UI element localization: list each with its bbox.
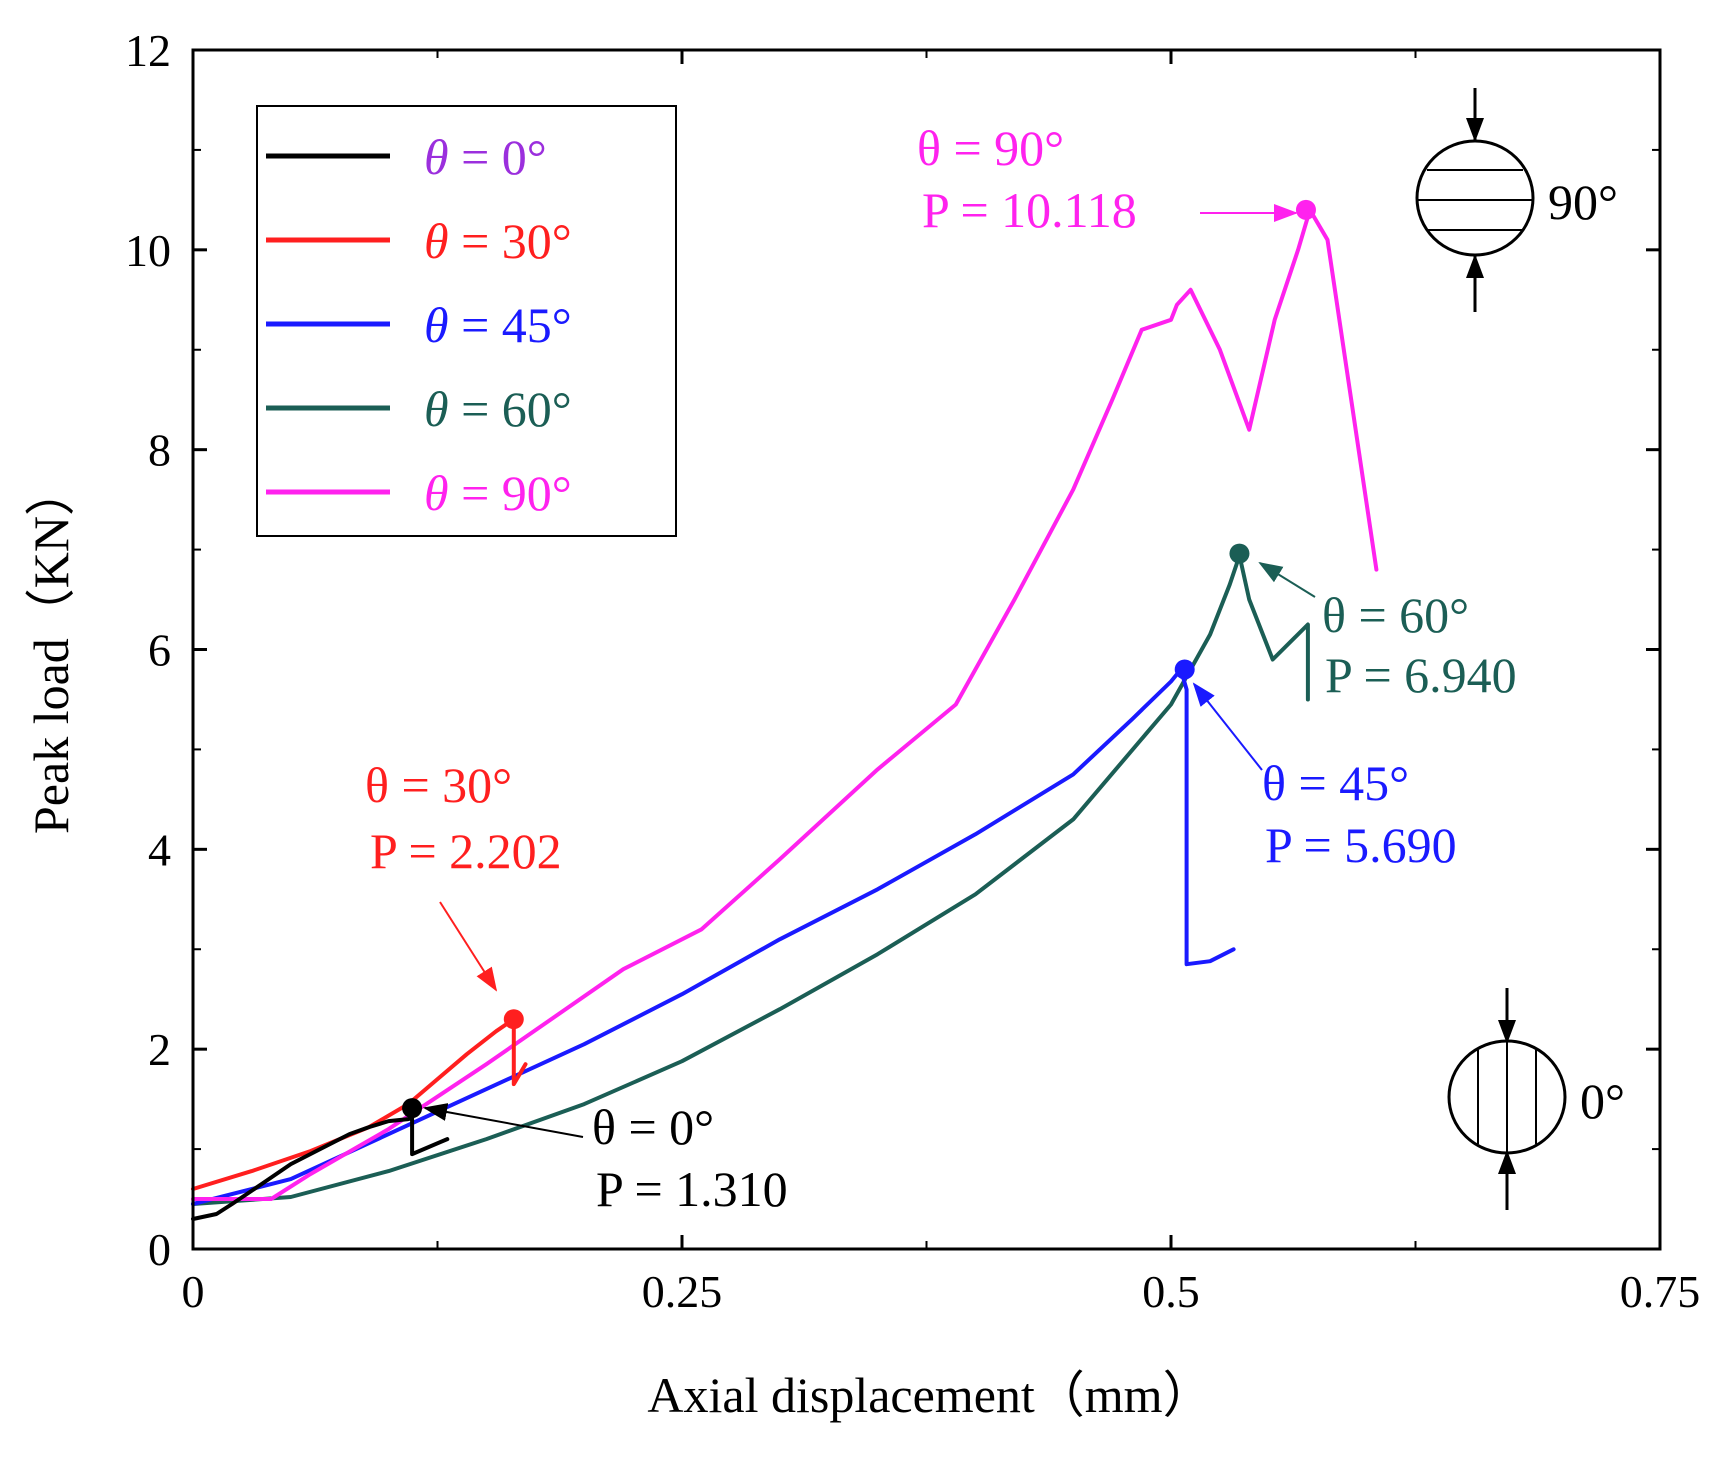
y-tick-label: 12 — [125, 25, 171, 76]
legend-label-4: θ = 90° — [424, 465, 572, 521]
legend-label-1: θ = 30° — [424, 213, 572, 269]
peak-marker-3 — [1229, 543, 1250, 564]
annotation-0: θ = 0° P = 1.310 — [423, 1099, 788, 1217]
legend-box — [256, 105, 677, 537]
y-tick-label: 4 — [148, 824, 171, 875]
legend-label-2: θ = 45° — [424, 297, 572, 353]
series-layer — [191, 199, 1379, 1221]
annotation-90-theta: θ = 90° — [917, 120, 1064, 176]
annotation-0-arrow — [423, 1103, 584, 1138]
annotation-30-theta: θ = 30° — [365, 757, 512, 813]
specimen-90-disc — [1415, 139, 1535, 257]
legend-label-0: θ = 0° — [424, 129, 547, 185]
series-line-3 — [191, 553, 1310, 1206]
specimen-90: 90° — [1415, 88, 1618, 312]
peak-marker-4 — [1295, 199, 1316, 220]
annotation-60-arrow — [1258, 561, 1316, 598]
x-tick-label: 0.5 — [1142, 1266, 1200, 1317]
annotation-45-theta: θ = 45° — [1262, 755, 1409, 811]
annotation-30-arrow — [439, 901, 498, 992]
annotation-30-value: P = 2.202 — [370, 823, 562, 879]
specimen-90-label: 90° — [1548, 174, 1618, 230]
y-tick-label: 8 — [148, 425, 171, 476]
y-tick-label: 6 — [148, 625, 171, 676]
tick-layer: 0 0.25 0.5 0.75 0 2 4 6 8 10 12 — [125, 25, 1700, 1317]
annotation-45-arrow — [1192, 682, 1263, 771]
y-tick-label: 10 — [125, 225, 171, 276]
peak-marker-0 — [402, 1098, 423, 1119]
specimen-0-label: 0° — [1580, 1073, 1625, 1129]
annotation-0-theta: θ = 0° — [592, 1099, 714, 1155]
peak-marker-1 — [503, 1009, 524, 1030]
annotation-60: θ = 60° P = 6.940 — [1258, 561, 1517, 703]
x-tick-label: 0.75 — [1620, 1266, 1701, 1317]
legend: θ = 0° θ = 30° θ = 45° θ = 60° θ = 90° — [256, 105, 677, 537]
y-tick-label: 2 — [148, 1024, 171, 1075]
series-line-2 — [191, 667, 1236, 1206]
annotation-90: θ = 90° P = 10.118 — [917, 120, 1298, 238]
annotation-90-value: P = 10.118 — [922, 182, 1137, 238]
annotation-0-value: P = 1.310 — [596, 1161, 788, 1217]
series-line-4 — [191, 207, 1379, 1201]
annotation-30: θ = 30° P = 2.202 — [365, 757, 562, 992]
x-axis-title: Axial displacement（mm） — [647, 1367, 1212, 1423]
y-tick-label: 0 — [148, 1224, 171, 1275]
series-line-1 — [191, 1017, 528, 1191]
annotation-60-theta: θ = 60° — [1322, 587, 1469, 643]
annotation-45: θ = 45° P = 5.690 — [1192, 682, 1457, 873]
x-tick-label: 0.25 — [642, 1266, 723, 1317]
specimen-0: 0° — [1447, 988, 1625, 1210]
annotation-45-value: P = 5.690 — [1265, 817, 1457, 873]
peak-marker-2 — [1174, 659, 1195, 680]
annotation-60-value: P = 6.940 — [1325, 647, 1517, 703]
legend-items: θ = 0° θ = 30° θ = 45° θ = 60° θ = 90° — [266, 129, 572, 521]
legend-label-3: θ = 60° — [424, 381, 572, 437]
y-axis-title: Peak load（KN） — [23, 466, 79, 834]
x-tick-label: 0 — [182, 1266, 205, 1317]
